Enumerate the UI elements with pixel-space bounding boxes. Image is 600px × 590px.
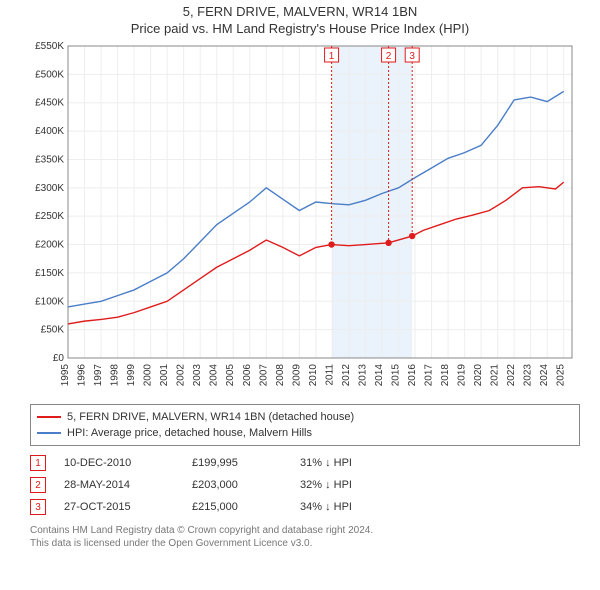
legend-label: HPI: Average price, detached house, Malv… <box>67 427 312 439</box>
svg-text:2016: 2016 <box>407 364 418 387</box>
svg-text:2022: 2022 <box>506 364 517 387</box>
svg-text:1995: 1995 <box>60 364 71 387</box>
svg-text:2009: 2009 <box>291 364 302 387</box>
tx-marker-1: 1 <box>30 455 46 471</box>
svg-text:2023: 2023 <box>523 364 534 387</box>
title-sub: Price paid vs. HM Land Registry's House … <box>0 21 600 36</box>
svg-text:2020: 2020 <box>473 364 484 387</box>
svg-text:2007: 2007 <box>258 364 269 387</box>
footer-line: This data is licensed under the Open Gov… <box>30 537 580 550</box>
svg-text:2002: 2002 <box>176 364 187 387</box>
table-row: 1 10-DEC-2010 £199,995 31% ↓ HPI <box>30 452 580 474</box>
tx-marker-2: 2 <box>30 477 46 493</box>
footer: Contains HM Land Registry data © Crown c… <box>30 524 580 550</box>
svg-text:£150K: £150K <box>35 268 64 279</box>
transaction-table: 1 10-DEC-2010 £199,995 31% ↓ HPI 2 28-MA… <box>30 452 580 518</box>
tx-diff: 32% ↓ HPI <box>300 479 400 491</box>
tx-date: 28-MAY-2014 <box>64 479 174 491</box>
legend-swatch-property <box>37 416 61 418</box>
svg-text:£350K: £350K <box>35 154 64 165</box>
legend: 5, FERN DRIVE, MALVERN, WR14 1BN (detach… <box>30 404 580 446</box>
svg-text:1: 1 <box>329 51 335 62</box>
svg-text:2008: 2008 <box>275 364 286 387</box>
legend-label: 5, FERN DRIVE, MALVERN, WR14 1BN (detach… <box>67 411 354 423</box>
svg-text:2010: 2010 <box>308 364 319 387</box>
svg-text:2: 2 <box>386 51 392 62</box>
svg-text:£0: £0 <box>53 353 65 364</box>
svg-text:£450K: £450K <box>35 98 64 109</box>
svg-text:2017: 2017 <box>424 364 435 387</box>
svg-text:2011: 2011 <box>324 364 335 386</box>
svg-text:1998: 1998 <box>110 364 121 387</box>
svg-text:1997: 1997 <box>93 364 104 387</box>
svg-text:2013: 2013 <box>357 364 368 387</box>
svg-text:2024: 2024 <box>539 364 550 387</box>
tx-diff: 31% ↓ HPI <box>300 457 400 469</box>
svg-text:2004: 2004 <box>209 364 220 387</box>
svg-text:2012: 2012 <box>341 364 352 387</box>
svg-text:£50K: £50K <box>41 325 65 336</box>
tx-price: £199,995 <box>192 457 282 469</box>
svg-text:2001: 2001 <box>159 364 170 387</box>
legend-row: 5, FERN DRIVE, MALVERN, WR14 1BN (detach… <box>37 409 573 425</box>
table-row: 3 27-OCT-2015 £215,000 34% ↓ HPI <box>30 496 580 518</box>
legend-swatch-hpi <box>37 432 61 434</box>
chart: £0 £50K £100K £150K £200K £250K £300K £350K £400… <box>20 40 580 400</box>
svg-text:1999: 1999 <box>126 364 137 387</box>
title-block: 5, FERN DRIVE, MALVERN, WR14 1BN Price p… <box>0 0 600 36</box>
tx-price: £215,000 <box>192 501 282 513</box>
tx-date: 10-DEC-2010 <box>64 457 174 469</box>
legend-row: HPI: Average price, detached house, Malv… <box>37 425 573 441</box>
svg-text:£250K: £250K <box>35 211 64 222</box>
svg-text:£500K: £500K <box>35 69 64 80</box>
svg-text:2025: 2025 <box>556 364 567 387</box>
title-main: 5, FERN DRIVE, MALVERN, WR14 1BN <box>0 4 600 19</box>
svg-text:£550K: £550K <box>35 41 64 52</box>
svg-text:2019: 2019 <box>457 364 468 387</box>
tx-marker-3: 3 <box>30 499 46 515</box>
svg-text:£200K: £200K <box>35 240 64 251</box>
footer-line: Contains HM Land Registry data © Crown c… <box>30 524 580 537</box>
svg-text:2005: 2005 <box>225 364 236 387</box>
table-row: 2 28-MAY-2014 £203,000 32% ↓ HPI <box>30 474 580 496</box>
svg-text:2015: 2015 <box>390 364 401 387</box>
svg-text:2003: 2003 <box>192 364 203 387</box>
tx-price: £203,000 <box>192 479 282 491</box>
svg-text:£100K: £100K <box>35 296 64 307</box>
svg-text:2018: 2018 <box>440 364 451 387</box>
svg-text:2000: 2000 <box>143 364 154 387</box>
svg-text:2006: 2006 <box>242 364 253 387</box>
svg-text:2014: 2014 <box>374 364 385 387</box>
svg-text:3: 3 <box>409 51 415 62</box>
svg-text:£300K: £300K <box>35 183 64 194</box>
tx-diff: 34% ↓ HPI <box>300 501 400 513</box>
svg-text:1996: 1996 <box>77 364 88 387</box>
tx-date: 27-OCT-2015 <box>64 501 174 513</box>
svg-text:2021: 2021 <box>490 364 501 387</box>
svg-text:£400K: £400K <box>35 126 64 137</box>
